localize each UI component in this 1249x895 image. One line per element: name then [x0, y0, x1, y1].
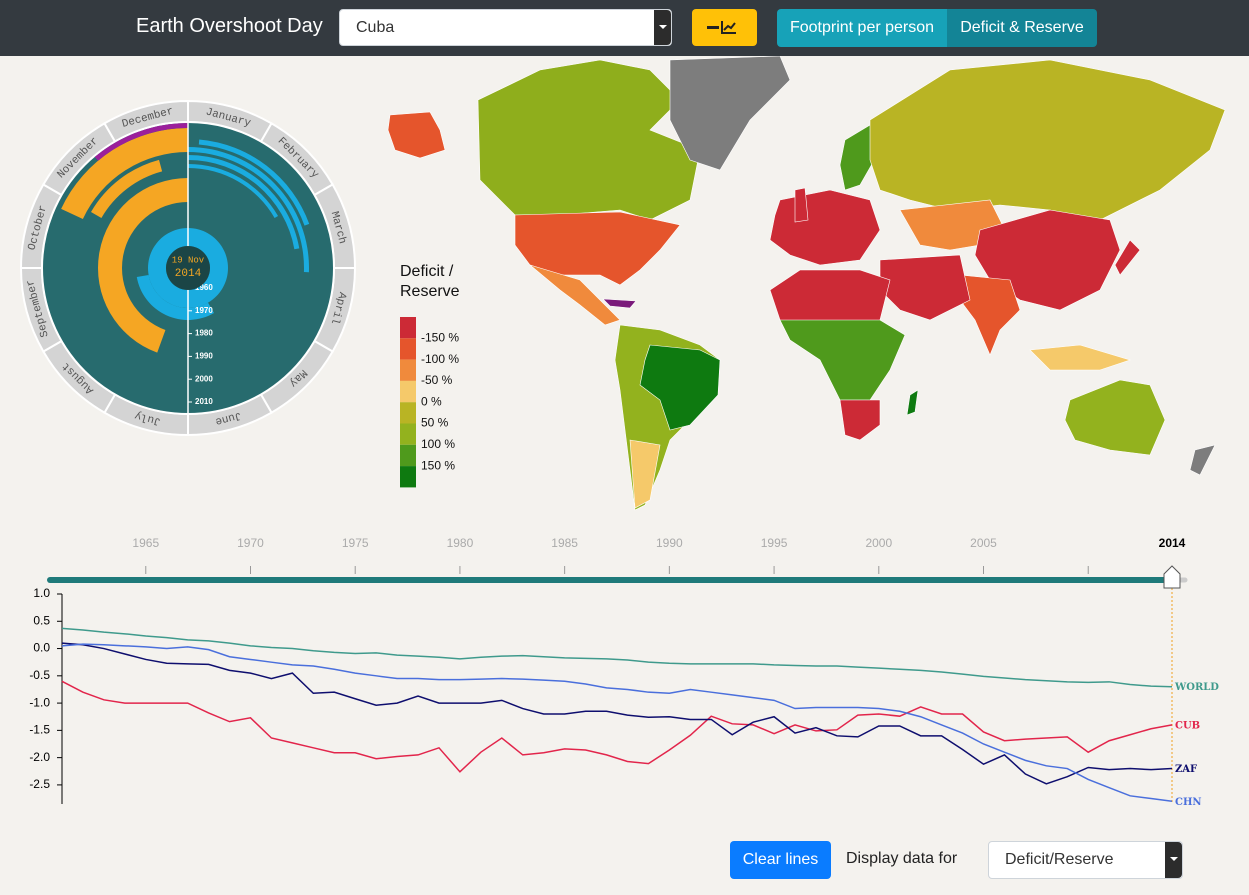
y-tick-label: -1.0: [29, 695, 50, 709]
data-select[interactable]: Deficit/Reserve: [988, 841, 1183, 879]
country[interactable]: [906, 389, 919, 416]
legend-label: -150 %: [421, 330, 459, 344]
country[interactable]: [1189, 444, 1216, 476]
y-tick-label: -2.5: [29, 777, 50, 791]
year-tick-label: 1980: [195, 329, 213, 338]
country[interactable]: [769, 189, 881, 266]
country[interactable]: [779, 319, 906, 401]
country[interactable]: [794, 187, 809, 223]
overshoot-year: 2014: [175, 268, 202, 280]
overshoot-calendar: JanuaryFebruaryMarchAprilMayJuneJulyAugu…: [19, 99, 357, 437]
country[interactable]: [1029, 344, 1131, 371]
day-ring: [94, 123, 188, 161]
day-ring: [188, 164, 279, 218]
world-map: [387, 55, 1226, 511]
timeline-label: 1975: [342, 536, 369, 550]
series-label: CUB: [1175, 720, 1200, 731]
legend-label: -50 %: [421, 373, 453, 387]
timeline-label: 1995: [761, 536, 788, 550]
country[interactable]: [529, 264, 621, 326]
series-line: [61, 680, 1173, 773]
year-tick-label: 1990: [195, 352, 213, 361]
legend-swatch: [400, 466, 416, 488]
day-ring: [147, 228, 228, 308]
line-chart: 1.0 0.5 0.0 -0.5 -1.0 -1.5 -2.0 -2.5 WORLD CUB ZAF…: [29, 586, 1219, 808]
series-label: WORLD: [1174, 682, 1219, 693]
country[interactable]: [879, 254, 971, 321]
country[interactable]: [1114, 239, 1141, 276]
timeline-label: 1990: [656, 536, 683, 550]
select-value: Cuba: [356, 19, 395, 36]
tab-button[interactable]: Footprint per person: [777, 9, 947, 47]
series-label: CHN: [1175, 797, 1202, 808]
legend-label: 150 %: [421, 458, 455, 472]
series-line: [61, 627, 1173, 688]
country[interactable]: [839, 399, 881, 441]
legend-swatch: [400, 423, 416, 445]
timeline-label: 2005: [970, 536, 997, 550]
y-tick-label: 0.5: [33, 613, 50, 627]
country[interactable]: [1064, 379, 1166, 456]
map-legend: Deficit / Reserve -150 % -100 % -50 % 0 % 50…: [400, 263, 460, 488]
legend-label: 0 %: [421, 394, 442, 408]
legend-label: 50 %: [421, 416, 449, 430]
header-bar: Earth Overshoot Day Cuba Footprint per p…: [0, 0, 1249, 56]
overshoot-day: 19 Nov: [172, 255, 205, 265]
series-line: [61, 642, 1173, 785]
timeline-label: 1970: [237, 536, 264, 550]
year-slider[interactable]: 1965 1970 1975 1980 1985 1990 1995 2000 2005 2014: [47, 536, 1188, 804]
year-tick-label: 2010: [195, 397, 213, 406]
timeline-selected-label: 2014: [1159, 536, 1186, 550]
legend-title: Deficit /: [400, 263, 454, 280]
legend-title: Reserve: [400, 283, 460, 300]
legend-swatch: [400, 402, 416, 424]
timeline-label: 1965: [132, 536, 159, 550]
timeline-label: 1985: [551, 536, 578, 550]
y-tick-label: -0.5: [29, 668, 50, 682]
y-tick-label: 1.0: [33, 586, 50, 600]
country[interactable]: [669, 55, 791, 171]
legend-swatch: [400, 317, 416, 339]
toggle-chart-button[interactable]: [692, 9, 757, 46]
select-value: Deficit/Reserve: [1005, 851, 1114, 868]
year-tick-label: 1960: [195, 283, 213, 292]
country-select[interactable]: Cuba: [339, 9, 672, 46]
country[interactable]: [387, 111, 446, 159]
calendar-center: [166, 246, 210, 290]
day-ring: [61, 127, 188, 219]
clear-lines-button[interactable]: Clear lines: [730, 841, 831, 879]
day-ring: [97, 178, 188, 353]
legend-label: -100 %: [421, 352, 459, 366]
country[interactable]: [959, 274, 1021, 356]
country[interactable]: [602, 298, 637, 309]
legend-swatch: [400, 444, 416, 467]
app-title: Earth Overshoot Day: [136, 15, 323, 37]
series-line: [61, 643, 1173, 803]
country[interactable]: [477, 59, 701, 221]
legend-swatch: [400, 359, 416, 381]
legend-label: 100 %: [421, 437, 455, 451]
y-tick-label: -2.0: [29, 750, 50, 764]
y-tick-label: 0.0: [33, 641, 50, 655]
day-ring: [91, 159, 163, 218]
button-icon: [707, 21, 736, 34]
legend-swatch: [400, 338, 416, 360]
slider-handle[interactable]: [1163, 565, 1181, 589]
timeline-label: 1980: [447, 536, 474, 550]
year-tick-label: 2000: [195, 374, 213, 383]
legend-swatch: [400, 380, 416, 403]
day-ring: [188, 155, 300, 250]
display-label: Display data for: [846, 850, 958, 867]
series-label: ZAF: [1175, 764, 1197, 775]
country[interactable]: [639, 344, 721, 431]
country[interactable]: [629, 439, 661, 509]
country[interactable]: [514, 211, 681, 286]
year-tick-label: 1970: [195, 306, 213, 315]
day-ring: [136, 274, 214, 320]
timeline-label: 2000: [865, 536, 892, 550]
y-tick-label: -1.5: [29, 723, 50, 737]
country[interactable]: [869, 59, 1226, 221]
tab-button[interactable]: Deficit & Reserve: [947, 9, 1097, 47]
